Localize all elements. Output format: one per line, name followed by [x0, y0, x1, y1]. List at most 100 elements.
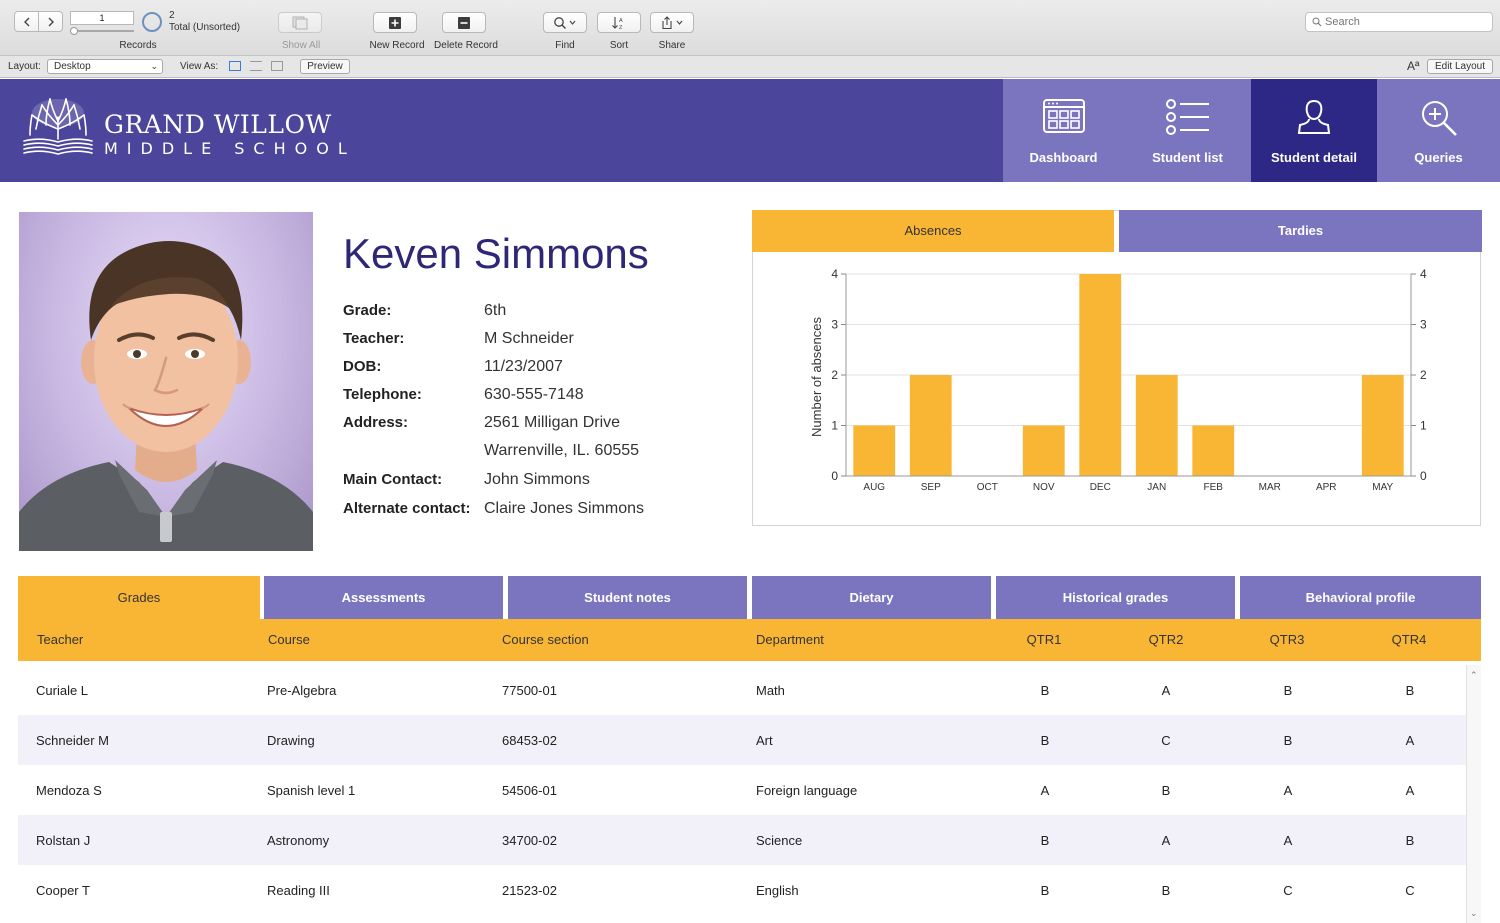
- preview-button[interactable]: Preview: [300, 59, 350, 74]
- tab-student-notes[interactable]: Student notes: [508, 576, 747, 619]
- show-all-button[interactable]: [278, 12, 322, 33]
- scroll-up-icon[interactable]: ⌃: [1470, 670, 1478, 680]
- column-header-qtr1[interactable]: QTR1: [1026, 632, 1062, 647]
- alternate-contact-value[interactable]: Claire Jones Simmons: [484, 500, 645, 517]
- next-record-button[interactable]: [38, 11, 63, 32]
- tab-tardies[interactable]: Tardies: [1119, 210, 1482, 252]
- new-record-button[interactable]: [373, 12, 417, 33]
- cell-qtr4: B: [1405, 833, 1415, 848]
- cell-course: Drawing: [267, 733, 315, 748]
- column-header-department[interactable]: Department: [756, 632, 824, 647]
- edit-layout-button[interactable]: Edit Layout: [1427, 59, 1493, 74]
- telephone-value[interactable]: 630-555-7148: [484, 386, 584, 403]
- chart-bars: [853, 274, 1404, 477]
- chart-x-tick-label: MAR: [1259, 482, 1281, 493]
- record-number-input[interactable]: 1: [70, 11, 134, 25]
- search-icon: [1312, 17, 1322, 27]
- nav-tab-queries[interactable]: Queries: [1377, 79, 1500, 182]
- main-contact-label: Main Contact:: [343, 471, 443, 488]
- tab-historical-grades[interactable]: Historical grades: [996, 576, 1235, 619]
- record-slider-knob[interactable]: [70, 27, 78, 35]
- nav-tab-label: Student detail: [1271, 150, 1357, 165]
- cell-qtr3: B: [1283, 683, 1293, 698]
- form-view-icon[interactable]: [229, 61, 241, 71]
- search-box[interactable]: [1305, 12, 1493, 32]
- find-icon: [554, 16, 576, 29]
- brand-subtitle: MIDDLE SCHOOL: [104, 139, 356, 158]
- column-header-course-section[interactable]: Course section: [502, 632, 589, 647]
- scroll-down-icon[interactable]: ⌄: [1470, 908, 1478, 918]
- font-size-icon[interactable]: Aª: [1407, 59, 1420, 73]
- chart-bar[interactable]: [1022, 425, 1065, 477]
- column-header-course[interactable]: Course: [268, 632, 310, 647]
- chart-x-tick-label: FEB: [1204, 482, 1224, 493]
- new-record-label: New Record: [369, 40, 425, 51]
- table-row[interactable]: Mendoza S Spanish level 1 54506-01 Forei…: [18, 765, 1466, 815]
- address-line2-value[interactable]: Warrenville, IL. 60555: [484, 442, 640, 459]
- cell-course-section: 34700-02: [502, 833, 557, 848]
- dashboard-icon: [1042, 99, 1085, 133]
- total-count: 2: [169, 10, 175, 21]
- tab-grades[interactable]: Grades: [18, 576, 260, 619]
- teacher-value[interactable]: M Schneider: [484, 330, 574, 347]
- tab-dietary[interactable]: Dietary: [752, 576, 991, 619]
- chevron-down-icon: ⌄: [150, 61, 158, 71]
- search-input[interactable]: [1325, 16, 1485, 28]
- layout-select[interactable]: Desktop ⌄: [47, 59, 163, 74]
- table-row[interactable]: Cooper T Reading III 21523-02 English B …: [18, 865, 1466, 915]
- column-header-teacher[interactable]: Teacher: [37, 632, 84, 647]
- find-label: Find: [555, 40, 575, 51]
- magnify-plus-icon: [1421, 101, 1457, 136]
- cell-qtr1: A: [1040, 783, 1050, 798]
- table-row[interactable]: Schneider M Drawing 68453-02 Art B C B A: [18, 715, 1466, 765]
- address-line1-value[interactable]: 2561 Milligan Drive: [484, 414, 621, 431]
- chart-x-tick-label: APR: [1316, 482, 1337, 493]
- table-row[interactable]: Curiale L Pre-Algebra 77500-01 Math B A …: [18, 665, 1466, 715]
- cell-qtr3: A: [1283, 783, 1293, 798]
- main-contact-value[interactable]: John Simmons: [484, 471, 590, 488]
- record-slider[interactable]: [70, 30, 134, 32]
- cell-qtr3: B: [1283, 733, 1293, 748]
- chart-bar[interactable]: [1192, 425, 1235, 477]
- column-header-qtr3[interactable]: QTR3: [1269, 632, 1305, 647]
- find-button[interactable]: [543, 12, 587, 33]
- delete-record-button[interactable]: [442, 12, 486, 33]
- chart-y-tick-label-right: 2: [1420, 368, 1427, 382]
- table-scrollbar[interactable]: ⌃ ⌄: [1466, 665, 1481, 923]
- nav-tab-label: Queries: [1414, 150, 1463, 165]
- share-button[interactable]: [650, 12, 694, 33]
- person-icon: [1297, 99, 1331, 134]
- table-view-icon[interactable]: [271, 61, 283, 71]
- cell-qtr2: A: [1161, 833, 1171, 848]
- previous-record-button[interactable]: [14, 11, 39, 32]
- list-view-icon[interactable]: [250, 61, 262, 71]
- grade-label: Grade:: [343, 302, 392, 319]
- chart-bar[interactable]: [909, 375, 952, 476]
- tab-behavioral-profile[interactable]: Behavioral profile: [1240, 576, 1481, 619]
- layout-select-value: Desktop: [54, 61, 91, 72]
- show-all-icon: [292, 16, 308, 29]
- cell-qtr4: B: [1405, 683, 1415, 698]
- cell-course-section: 21523-02: [502, 883, 557, 898]
- cell-department: English: [756, 883, 799, 898]
- share-icon: [662, 15, 683, 29]
- column-header-qtr4[interactable]: QTR4: [1391, 632, 1427, 647]
- student-portrait: [19, 241, 313, 551]
- chart-bar[interactable]: [1361, 375, 1404, 476]
- nav-tab-student-detail[interactable]: Student detail: [1251, 79, 1377, 182]
- nav-tab-student-list[interactable]: Student list: [1124, 79, 1251, 182]
- tab-absences[interactable]: Absences: [752, 210, 1114, 252]
- column-header-qtr2[interactable]: QTR2: [1148, 632, 1184, 647]
- chart-bar[interactable]: [1135, 375, 1178, 476]
- dob-value[interactable]: 11/23/2007: [484, 358, 563, 375]
- cell-teacher: Mendoza S: [36, 783, 102, 798]
- cell-qtr3: A: [1283, 833, 1293, 848]
- grade-value[interactable]: 6th: [484, 302, 507, 319]
- nav-tab-dashboard[interactable]: Dashboard: [1003, 79, 1124, 182]
- table-row[interactable]: Rolstan J Astronomy 34700-02 Science B A…: [18, 815, 1466, 865]
- records-label: Records: [119, 40, 157, 51]
- chart-bar[interactable]: [1079, 274, 1122, 476]
- tab-assessments[interactable]: Assessments: [264, 576, 503, 619]
- chart-bar[interactable]: [853, 425, 896, 477]
